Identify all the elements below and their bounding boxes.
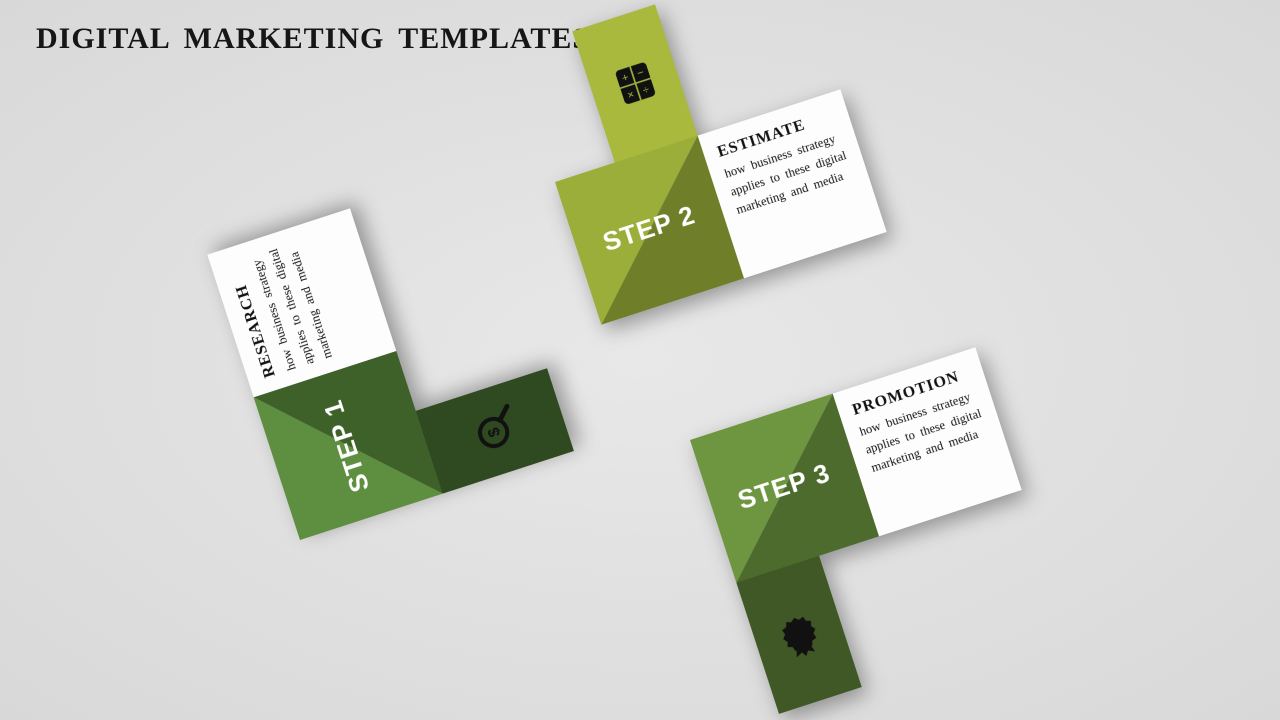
ribbon-icon <box>769 605 829 665</box>
diagram-stage: STEP 2ESTIMATEhow business strategy appl… <box>0 0 1280 720</box>
dollar-magnifier-icon-block <box>416 368 574 493</box>
ribbon-icon-block <box>736 556 861 714</box>
calculator-icon-block <box>572 4 697 162</box>
dollar-magnifier-icon <box>465 401 525 461</box>
calculator-icon <box>605 53 665 113</box>
